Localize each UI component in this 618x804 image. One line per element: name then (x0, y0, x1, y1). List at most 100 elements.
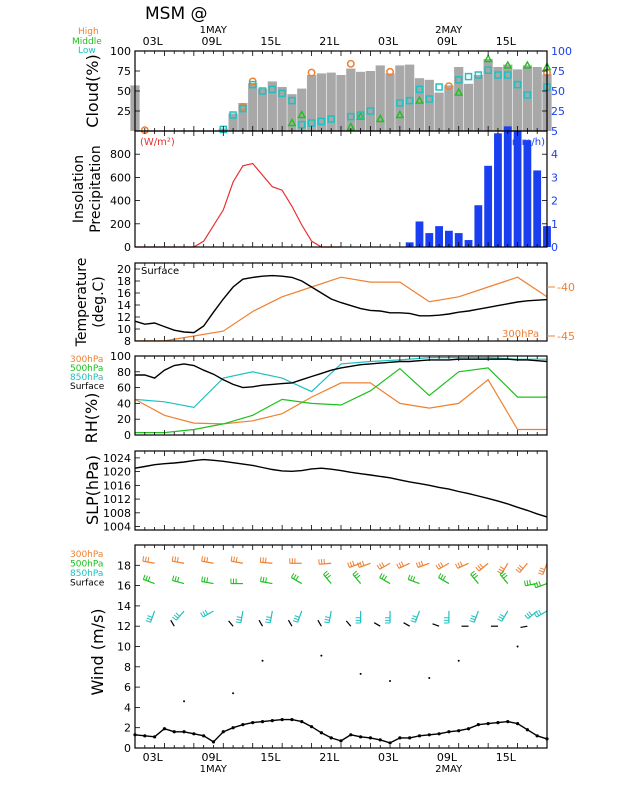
wind-barb-feather (399, 563, 401, 568)
wind-barb-staff (319, 563, 331, 564)
wind-barb-feather (360, 562, 362, 567)
wind-barb-feather (205, 610, 208, 614)
wind-barb-feather (236, 557, 237, 562)
wind-barb-staff (259, 620, 263, 626)
cloud-ytick-label-right: 100 (551, 45, 572, 58)
wind-barb-feather (456, 564, 458, 569)
wind-barb-feather (355, 573, 359, 576)
precip-ytick-label-right: 4 (551, 148, 558, 161)
cloud-ytick-label-right: 75 (551, 65, 565, 78)
wind-barb-feather (325, 573, 329, 576)
slp-ytick-label: 1024 (103, 452, 131, 465)
wind-barb-staff (520, 563, 528, 572)
wind-barb-feather (460, 562, 462, 567)
wind-barb-feather (536, 611, 539, 615)
wind-barb-850hpa (356, 611, 361, 623)
wind-barb-feather (443, 576, 446, 580)
time-label-top: 21L (319, 35, 340, 48)
wind-barb-500hpa (202, 577, 214, 584)
wind-barb-300hpa (416, 561, 429, 567)
wind-barb-feather (382, 562, 385, 566)
wind-surface-point (330, 736, 333, 739)
wind-barb-staff (176, 611, 184, 620)
wind-barb-feather (480, 564, 483, 568)
wind-barb-feather (177, 577, 178, 582)
wind-barb-500hpa (143, 575, 154, 584)
wind-barb-feather (236, 619, 241, 620)
wind-barb-feather (175, 557, 176, 562)
wind-surface-point (310, 725, 313, 728)
precip-bar (494, 133, 502, 247)
wind-surface-point (320, 731, 323, 734)
precip-ytick-label-right: 1 (551, 218, 558, 231)
wind-barb-feather (530, 580, 531, 585)
wind-barb-staff (229, 621, 233, 626)
wind-speed-dot (262, 660, 264, 662)
wind-barb-feather (261, 577, 262, 582)
wind-legend-1: 500hPa (70, 560, 103, 570)
cloud-low-marker (436, 84, 442, 90)
wind-barb-surface (171, 620, 175, 626)
wind-surface-point (526, 728, 529, 731)
wind-barb-850hpa (324, 611, 331, 623)
temp-ytick-label: 18 (117, 275, 131, 288)
precip-bar (533, 170, 541, 247)
cloud-total-bar (248, 83, 257, 131)
wind-barb-feather (323, 571, 327, 574)
temp-ylabel-unit: (deg.C) (91, 276, 107, 328)
wind-barb-feather (536, 582, 538, 587)
wind-barb-feather (539, 610, 542, 614)
wind-ylabel: Wind (m/s) (88, 608, 107, 695)
wind-barb-feather (497, 619, 501, 622)
wind-barb-feather (237, 617, 242, 618)
wind-barb-feather (324, 622, 329, 623)
wind-barb-feather (148, 616, 153, 618)
temp-ytick-label: 8 (124, 335, 131, 348)
wind-barb-surface (229, 621, 233, 626)
cloud-total-bar (444, 85, 453, 131)
wind-barb-feather (143, 556, 144, 561)
wind-barb-feather (145, 557, 146, 562)
time-label-bottom: 15L (260, 751, 281, 764)
wind-ytick-label: 16 (117, 580, 131, 593)
wind-barb-feather (203, 611, 206, 615)
wind-barb-feather (525, 581, 526, 586)
wind-barb-feather (177, 557, 178, 562)
rh-ytick-label: 100 (110, 350, 131, 363)
cloud-ytick-label: 100 (110, 45, 131, 58)
wind-legend-3: Surface (70, 579, 105, 589)
wind-surface-point (496, 721, 499, 724)
wind-barb-feather (148, 577, 150, 582)
wind-barb-300hpa (476, 563, 488, 571)
temp-right-label: -40 (557, 281, 575, 294)
wind-barb-500hpa (323, 571, 331, 583)
wind-barb-feather (518, 567, 522, 570)
wind-surface-point (290, 718, 293, 721)
wind-speed-dot (428, 677, 430, 679)
wind-barb-850hpa (534, 610, 547, 617)
wind-barb-feather (293, 621, 298, 623)
wind-barb-feather (438, 564, 441, 568)
wind-speed-dot (389, 680, 391, 682)
wind-barb-surface (433, 624, 440, 626)
time-label-bottom: 15L (496, 751, 517, 764)
wind-speed-dot (320, 655, 322, 657)
wind-barb-500hpa (291, 573, 301, 583)
wind-barb-feather (380, 573, 383, 577)
wind-speed-dot (458, 660, 460, 662)
wind-barb-feather (325, 619, 330, 620)
wind-barb-feather (478, 565, 481, 569)
wind-barb-feather (419, 562, 421, 567)
wind-barb-feather (204, 577, 205, 582)
wind-barb-feather (458, 563, 460, 568)
wind-barb-300hpa (538, 563, 547, 574)
wind-surface-point (437, 732, 440, 735)
wind-barb-feather (397, 564, 399, 569)
cloud-ylabel: Cloud(%) (83, 54, 102, 127)
precip-bar (514, 131, 522, 247)
insolation-unit: (W/m²) (140, 137, 175, 148)
wind-barb-feather (401, 562, 403, 567)
wind-barb-300hpa (377, 562, 390, 569)
cloud-total-bar (533, 67, 542, 131)
cloud-ytick-label-right: 25 (551, 105, 565, 118)
